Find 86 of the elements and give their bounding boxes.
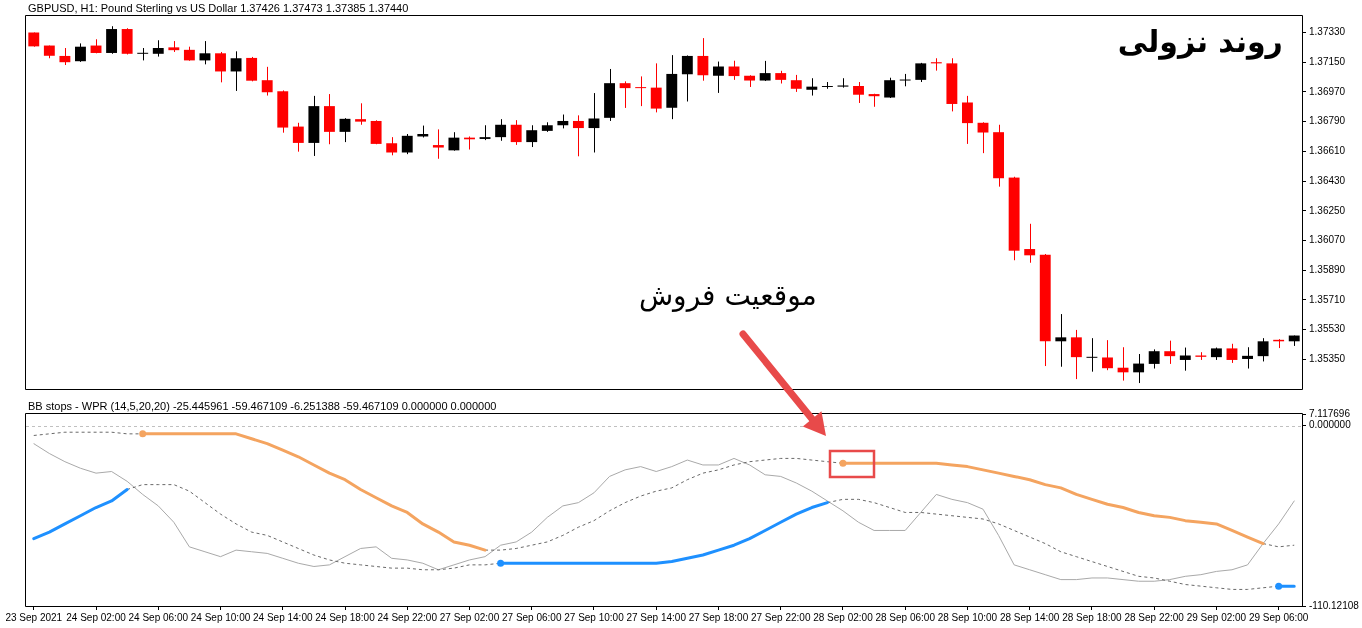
y-tick-label: 1.37330 — [1309, 26, 1346, 38]
point — [1275, 582, 1283, 590]
candlestick — [495, 118, 507, 142]
candlestick — [1055, 313, 1067, 368]
candlestick — [899, 73, 911, 87]
candlestick — [619, 80, 631, 109]
candlestick — [355, 102, 367, 126]
candlestick — [650, 62, 662, 113]
x-tick-label: 27 Sep 18:00 — [688, 611, 749, 623]
y-tick-label: 1.35710 — [1309, 293, 1346, 305]
x-tick-label: 23 Sep 2021 — [5, 611, 63, 623]
y-tick-label: 1.36790 — [1309, 115, 1346, 127]
x-tick-label: 28 Sep 22:00 — [1124, 611, 1185, 623]
candlestick — [1133, 353, 1145, 384]
y-tick-label: 1.35890 — [1309, 263, 1346, 275]
x-tick-label: 24 Sep 06:00 — [128, 611, 189, 623]
candlestick — [75, 42, 86, 63]
candlestick — [1024, 223, 1036, 264]
candlestick — [106, 25, 118, 55]
candlestick — [977, 121, 989, 154]
x-tick-label: 28 Sep 18:00 — [1062, 611, 1123, 623]
candlestick — [1086, 337, 1098, 373]
candlestick — [1148, 348, 1160, 370]
candlestick — [261, 66, 273, 97]
candlestick — [510, 119, 522, 146]
chart-title: BB stops - WPR (14,5,20,20) -25.445961 -59.467109 -6.251388 -59.467109 0.000000 0.000000 — [28, 399, 497, 412]
candlestick — [1164, 340, 1176, 365]
x-tick-label: 27 Sep 14:00 — [626, 611, 687, 623]
candlestick — [1179, 347, 1191, 372]
point — [839, 459, 847, 467]
x-tick-label: 28 Sep 14:00 — [999, 611, 1060, 623]
x-tick-label: 24 Sep 02:00 — [66, 611, 127, 623]
chart-title: GBPUSD, H1: Pound Sterling vs US Dollar 1.37426 1.37473 1.37385 1.37440 — [28, 1, 409, 14]
candlestick — [386, 136, 398, 156]
candlestick — [961, 95, 973, 145]
point — [139, 430, 147, 438]
x-tick-label: 24 Sep 10:00 — [190, 611, 251, 623]
point — [497, 559, 505, 567]
x-tick-label: 27 Sep 10:00 — [564, 611, 625, 623]
candlestick — [215, 51, 226, 83]
candlestick — [401, 133, 413, 155]
y-tick-label: -110.12108 — [1309, 599, 1360, 611]
x-tick-label: 24 Sep 18:00 — [315, 611, 376, 623]
candlestick — [681, 54, 693, 102]
candlestick — [713, 61, 724, 94]
candlestick — [137, 47, 149, 61]
x-tick-label: 28 Sep 02:00 — [813, 611, 874, 623]
y-tick-label: 7.117696 — [1309, 407, 1351, 419]
x-tick-label: 27 Sep 22:00 — [750, 611, 811, 623]
candlestick — [292, 122, 304, 153]
y-tick-label: 1.36430 — [1309, 174, 1346, 186]
candlestick — [230, 50, 242, 92]
candlestick — [572, 114, 584, 157]
candlestick — [246, 56, 258, 82]
candlestick — [1102, 339, 1113, 371]
y-tick-label: 0.000000 — [1309, 419, 1352, 431]
candlestick — [526, 124, 538, 148]
x-tick-label: 27 Sep 06:00 — [501, 611, 562, 623]
y-tick-label: 1.36250 — [1309, 204, 1346, 216]
x-tick-label: 24 Sep 22:00 — [377, 611, 438, 623]
candlestick — [1257, 337, 1269, 362]
y-tick-label: 1.37150 — [1309, 55, 1346, 67]
y-tick-label: 1.36070 — [1309, 234, 1346, 246]
y-tick-label: 1.36970 — [1309, 85, 1346, 97]
x-tick-label: 28 Sep 10:00 — [937, 611, 998, 623]
x-tick-label: 29 Sep 02:00 — [1186, 611, 1247, 623]
candlestick — [1226, 343, 1238, 364]
candlestick — [588, 92, 600, 153]
candlestick — [448, 131, 460, 152]
y-tick-label: 1.35530 — [1309, 323, 1346, 335]
candlestick — [199, 40, 211, 65]
candlestick — [635, 75, 647, 107]
annotation: موقعیت فروش — [638, 278, 817, 312]
candlestick — [1242, 346, 1253, 370]
y-tick-label: 1.35350 — [1309, 353, 1346, 365]
candlestick — [697, 37, 709, 82]
x-tick-label: 24 Sep 14:00 — [253, 611, 313, 623]
candlestick — [853, 81, 864, 104]
x-tick-label: 29 Sep 06:00 — [1248, 611, 1309, 623]
candlestick — [432, 128, 444, 160]
y-tick-label: 1.36610 — [1309, 145, 1346, 157]
candlestick — [1070, 329, 1082, 380]
x-tick-label: 28 Sep 06:00 — [875, 611, 936, 623]
annotation: روند نزولی — [1117, 23, 1283, 60]
candlestick — [339, 117, 351, 143]
x-tick-label: 27 Sep 02:00 — [439, 611, 500, 623]
